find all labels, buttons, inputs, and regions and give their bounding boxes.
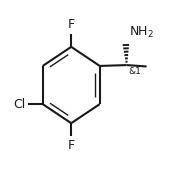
Text: F: F (68, 139, 75, 152)
Text: NH$_2$: NH$_2$ (129, 24, 154, 40)
Text: F: F (68, 18, 75, 31)
Text: &1: &1 (129, 67, 142, 76)
Text: Cl: Cl (13, 98, 25, 111)
